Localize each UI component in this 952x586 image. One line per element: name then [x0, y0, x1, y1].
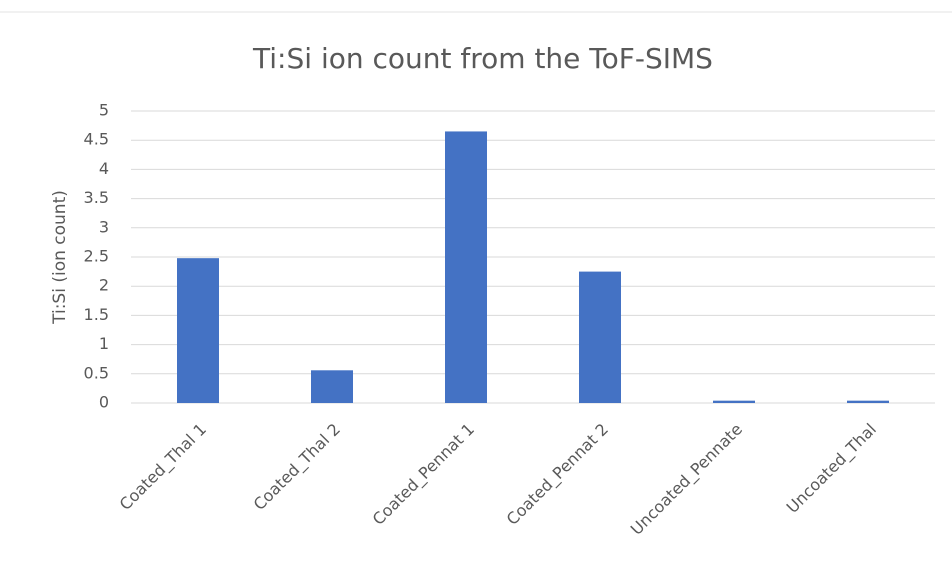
bar [847, 400, 889, 403]
y-tick-label: 2.5 [84, 247, 109, 266]
y-tick-label: 4 [99, 159, 109, 178]
bar [311, 370, 353, 403]
y-tick-label: 5 [99, 101, 109, 120]
y-tick-label: 3 [99, 217, 109, 236]
y-tick-label: 1.5 [84, 305, 109, 324]
y-tick-label: 4.5 [84, 130, 109, 149]
y-tick-label: 0 [99, 393, 109, 412]
bar [177, 258, 219, 403]
y-tick-label: 3.5 [84, 188, 109, 207]
y-tick-label: 0.5 [84, 363, 109, 382]
bar [713, 400, 755, 403]
y-tick-label: 2 [99, 276, 109, 295]
bar [445, 131, 487, 403]
y-tick-label: 1 [99, 334, 109, 353]
chart-title: Ti:Si ion count from the ToF-SIMS [252, 42, 713, 75]
bar [579, 271, 621, 403]
y-axis-label: Ti:Si (ion count) [50, 190, 70, 325]
